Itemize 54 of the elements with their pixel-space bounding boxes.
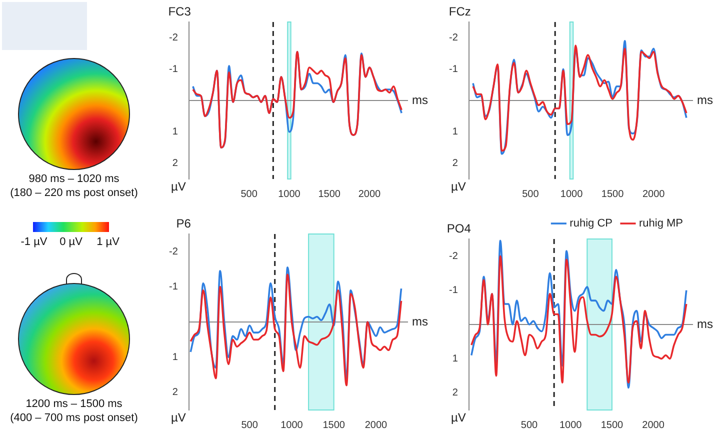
y-tick-label: 2 — [452, 158, 458, 170]
x-axis-title: ms — [697, 92, 713, 107]
text: -1 µV — [20, 236, 48, 248]
legend-label: ruhig CP — [570, 218, 612, 230]
chart-title: FCz — [448, 4, 471, 18]
x-tick-label: 2000 — [642, 420, 665, 431]
x-tick-label: 2000 — [364, 420, 388, 431]
x-tick-label: 2000 — [358, 188, 382, 200]
y-tick-label: -2 — [168, 32, 178, 44]
x-axis-title: ms — [412, 314, 428, 328]
text: (180 – 220 ms post onset) — [9, 187, 139, 199]
x-tick-label: 2000 — [642, 188, 666, 200]
x-tick-label: 1500 — [600, 420, 624, 431]
y-axis-title: µV — [450, 179, 466, 194]
y-axis-title: µV — [170, 410, 186, 424]
chart-title: FC3 — [168, 4, 192, 18]
line-series — [192, 50, 402, 148]
x-tick-label: 500 — [520, 420, 538, 431]
text: 1200 ms – 1500 ms — [24, 398, 124, 410]
x-tick-label: 500 — [522, 188, 540, 200]
text: 980 ms – 1020 ms — [28, 173, 120, 185]
chart-title: P6 — [176, 216, 192, 230]
y-tick-label: -1 — [448, 64, 458, 75]
y-axis-title: µV — [450, 410, 466, 424]
legend-label: ruhig MP — [638, 218, 684, 230]
y-tick-label: 1 — [172, 126, 178, 138]
y-tick-label: 2 — [452, 388, 458, 399]
x-tick-label: 1000 — [560, 188, 584, 200]
y-tick-label: -2 — [168, 246, 178, 258]
x-axis-title: ms — [412, 92, 428, 107]
x-tick-label: 1500 — [322, 420, 346, 431]
y-tick-label: -2 — [448, 250, 458, 262]
text: 0 µV — [58, 236, 84, 248]
y-tick-label: 1 — [172, 352, 178, 363]
y-tick-label: -1 — [448, 285, 458, 296]
y-axis-title: µV — [170, 179, 186, 194]
y-tick-label: 1 — [452, 126, 458, 138]
y-tick-label: -1 — [168, 64, 178, 75]
x-tick-label: 500 — [241, 420, 258, 431]
y-tick-label: 2 — [172, 387, 178, 398]
x-tick-label: 1500 — [318, 188, 341, 200]
x-tick-label: 1000 — [280, 420, 304, 431]
y-tick-label: 2 — [172, 158, 178, 170]
x-tick-label: 500 — [240, 188, 258, 200]
y-tick-label: -1 — [168, 282, 178, 293]
x-tick-label: 1000 — [278, 188, 301, 200]
x-tick-label: 1000 — [559, 420, 582, 431]
y-tick-label: 1 — [452, 353, 458, 364]
text: (400 – 700 ms post onset) — [9, 412, 139, 424]
chart-title: PO4 — [446, 221, 472, 236]
y-tick-label: -2 — [448, 32, 458, 44]
text: 1 µV — [96, 236, 120, 248]
x-axis-title: ms — [697, 316, 713, 331]
x-tick-label: 1500 — [601, 188, 624, 200]
